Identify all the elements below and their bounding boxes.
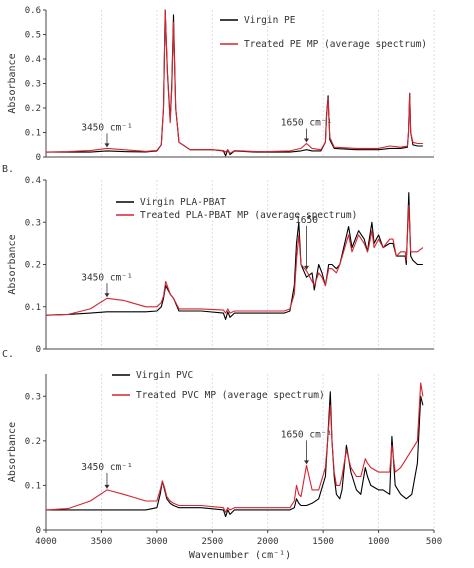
y-tick-label: 0.1 xyxy=(25,481,41,491)
annotation-label: 1650 cm⁻¹ xyxy=(281,118,332,129)
legend-label: Treated PE MP (average spectrum) xyxy=(244,39,427,50)
series-line-virgin xyxy=(46,391,424,518)
y-tick-label: 0.4 xyxy=(25,176,41,186)
y-axis-label: Absorbance xyxy=(7,422,18,482)
y-tick-label: 0 xyxy=(36,526,41,536)
y-tick-label: 0.1 xyxy=(25,129,41,139)
annotation-label: 1650 cm⁻¹ xyxy=(281,429,332,440)
series-line-virgin xyxy=(45,192,423,320)
x-tick-label: 2500 xyxy=(201,537,223,547)
annotation-label: 1650 xyxy=(295,215,318,226)
annotation-label: 3450 cm⁻¹ xyxy=(81,462,132,473)
y-tick-label: 0.2 xyxy=(25,104,41,114)
annotation-arrowhead xyxy=(104,484,110,489)
x-tick-label: 1500 xyxy=(312,537,334,547)
panel-2: 0 0.1 0.2 0.3 0.4 Absorbance Virgin PLA-PBAT Tr… xyxy=(2,164,435,355)
y-tick-label: 0 xyxy=(36,345,41,355)
y-tick-label: 0 xyxy=(36,153,41,163)
x-tick-label: 2000 xyxy=(257,537,279,547)
y-tick-label: 0.2 xyxy=(25,261,41,271)
y-tick-label: 0.4 xyxy=(25,55,41,65)
annotation-arrowhead xyxy=(304,265,310,270)
annotation-label: 3450 cm⁻¹ xyxy=(81,122,132,133)
legend-label: Virgin PLA-PBAT xyxy=(140,197,226,208)
series-line-treated xyxy=(45,382,424,513)
legend-label: Treated PLA-PBAT MP (average spectrum) xyxy=(140,210,357,221)
y-tick-label: 0.5 xyxy=(25,31,41,41)
y-axis-label: Absorbance xyxy=(7,234,18,294)
x-tick-label: 3000 xyxy=(146,537,168,547)
series-line-treated xyxy=(45,9,423,154)
x-tick-label: 1000 xyxy=(368,537,390,547)
annotation-arrowhead xyxy=(304,138,310,143)
annotation-arrowhead xyxy=(104,293,110,298)
panel-label: B. xyxy=(2,164,14,175)
y-tick-label: 0.3 xyxy=(25,392,41,402)
legend-label: Virgin PE xyxy=(244,15,296,26)
annotation-label: 3450 cm⁻¹ xyxy=(81,272,132,283)
legend-label: Treated PVC MP (average spectrum) xyxy=(136,390,325,401)
x-tick-label: 4000 xyxy=(35,537,57,547)
series-line-treated xyxy=(45,204,424,316)
y-tick-label: 0.2 xyxy=(25,437,41,447)
legend-label: Virgin PVC xyxy=(136,370,193,381)
y-axis-label: Absorbance xyxy=(7,53,18,113)
annotation-arrowhead xyxy=(104,143,110,148)
annotation-arrowhead xyxy=(304,460,310,465)
y-tick-label: 0.6 xyxy=(25,6,41,16)
panel-3: 0 0.1 0.2 0.3 Absorbance Virgin PVC Treated PV… xyxy=(2,349,442,561)
x-axis-label: Wavenumber (cm⁻¹) xyxy=(189,550,291,561)
x-tick-label: 500 xyxy=(426,537,442,547)
series-line-virgin xyxy=(46,9,423,157)
y-tick-label: 0.1 xyxy=(25,303,41,313)
panel-label: C. xyxy=(2,349,14,360)
x-tick-label: 3500 xyxy=(91,537,113,547)
panel-1: 0 0.1 0.2 0.3 0.4 0.5 0.6 Absorbance Virgin PE Tr… xyxy=(7,6,435,163)
y-tick-label: 0.3 xyxy=(25,80,41,90)
y-tick-label: 0.3 xyxy=(25,218,41,228)
